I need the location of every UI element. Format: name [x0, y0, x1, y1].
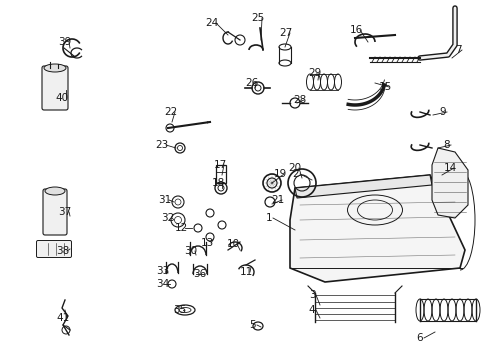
Text: 37: 37	[58, 207, 71, 217]
Text: 9: 9	[439, 107, 446, 117]
Text: 40: 40	[55, 93, 68, 103]
Text: 32: 32	[161, 213, 174, 223]
Text: 39: 39	[58, 37, 71, 47]
Text: 24: 24	[205, 18, 218, 28]
Text: 5: 5	[249, 320, 256, 330]
Text: 4: 4	[308, 305, 315, 315]
Text: 8: 8	[443, 140, 449, 150]
Text: 6: 6	[416, 333, 423, 343]
Ellipse shape	[45, 187, 65, 195]
Text: 30: 30	[184, 246, 197, 256]
FancyBboxPatch shape	[42, 66, 68, 110]
Text: 21: 21	[271, 195, 284, 205]
Text: 16: 16	[348, 25, 362, 35]
Text: 2: 2	[292, 169, 299, 179]
Text: 23: 23	[155, 140, 168, 150]
Text: 18: 18	[211, 178, 224, 188]
Text: 27: 27	[279, 28, 292, 38]
Text: 1: 1	[265, 213, 272, 223]
Text: 20: 20	[288, 163, 301, 173]
Ellipse shape	[44, 64, 66, 72]
Text: 15: 15	[378, 82, 391, 92]
FancyBboxPatch shape	[37, 240, 71, 257]
Text: 3: 3	[308, 290, 315, 300]
Text: 33: 33	[156, 266, 169, 276]
Text: 35: 35	[173, 305, 186, 315]
Polygon shape	[431, 148, 467, 218]
Polygon shape	[206, 121, 209, 123]
Text: 19: 19	[273, 169, 286, 179]
Text: 28: 28	[293, 95, 306, 105]
Text: 36: 36	[193, 269, 206, 279]
Text: 25: 25	[251, 13, 264, 23]
Text: 26: 26	[245, 78, 258, 88]
Text: 31: 31	[158, 195, 171, 205]
Polygon shape	[289, 175, 464, 282]
Text: 12: 12	[174, 223, 187, 233]
Bar	[216, 165, 225, 183]
Text: 13: 13	[200, 238, 213, 248]
Text: 14: 14	[443, 163, 456, 173]
Text: 22: 22	[164, 107, 177, 117]
Text: 34: 34	[156, 279, 169, 289]
Text: 7: 7	[454, 45, 460, 55]
Text: 17: 17	[213, 160, 226, 170]
Text: 11: 11	[239, 267, 252, 277]
Text: 10: 10	[226, 239, 239, 249]
Polygon shape	[294, 175, 431, 198]
Text: 38: 38	[56, 246, 69, 256]
Text: 29: 29	[308, 68, 321, 78]
FancyBboxPatch shape	[43, 189, 67, 235]
Text: 41: 41	[56, 313, 69, 323]
